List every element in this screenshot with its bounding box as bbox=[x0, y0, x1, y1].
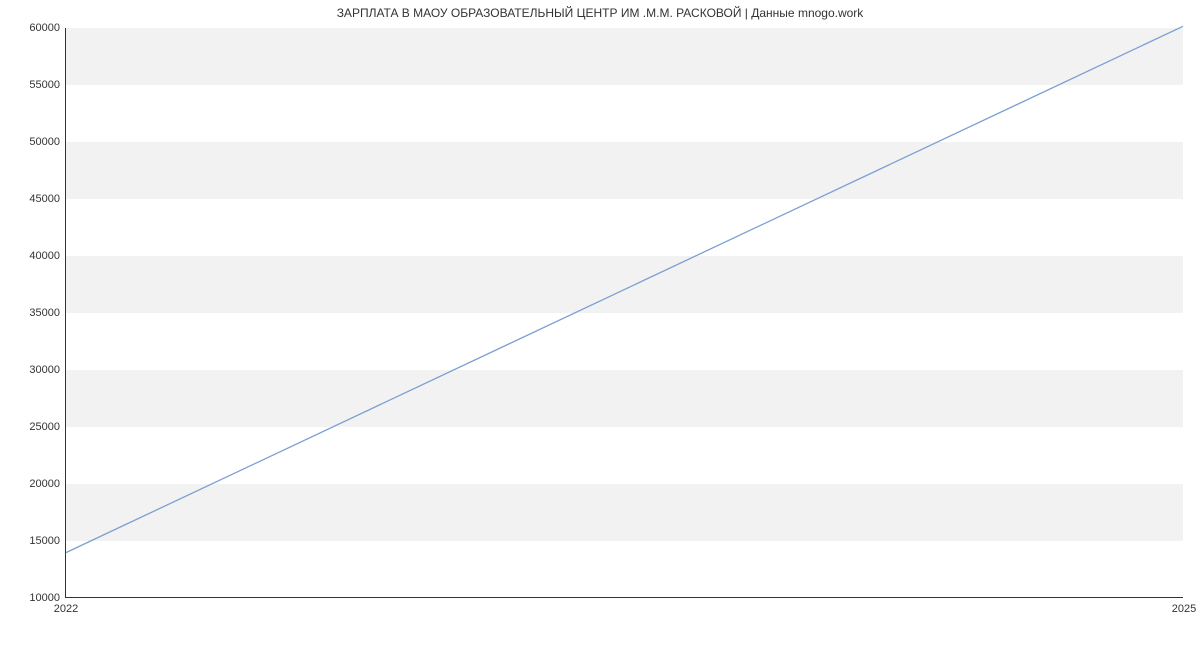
series-line-salary bbox=[66, 26, 1183, 552]
chart-title: ЗАРПЛАТА В МАОУ ОБРАЗОВАТЕЛЬНЫЙ ЦЕНТР ИМ… bbox=[0, 6, 1200, 20]
y-tick-label: 45000 bbox=[29, 193, 66, 205]
plot-area: 1000015000200002500030000350004000045000… bbox=[65, 28, 1183, 598]
y-tick-label: 55000 bbox=[29, 79, 66, 91]
y-tick-label: 35000 bbox=[29, 307, 66, 319]
y-tick-label: 60000 bbox=[29, 22, 66, 34]
data-line bbox=[66, 28, 1183, 597]
y-tick-label: 40000 bbox=[29, 250, 66, 262]
salary-line-chart: ЗАРПЛАТА В МАОУ ОБРАЗОВАТЕЛЬНЫЙ ЦЕНТР ИМ… bbox=[0, 0, 1200, 650]
y-tick-label: 50000 bbox=[29, 136, 66, 148]
x-tick-label: 2025 bbox=[1172, 597, 1196, 615]
y-tick-label: 30000 bbox=[29, 364, 66, 376]
y-tick-label: 25000 bbox=[29, 421, 66, 433]
y-tick-label: 20000 bbox=[29, 478, 66, 490]
x-tick-label: 2022 bbox=[54, 597, 78, 615]
y-tick-label: 15000 bbox=[29, 535, 66, 547]
